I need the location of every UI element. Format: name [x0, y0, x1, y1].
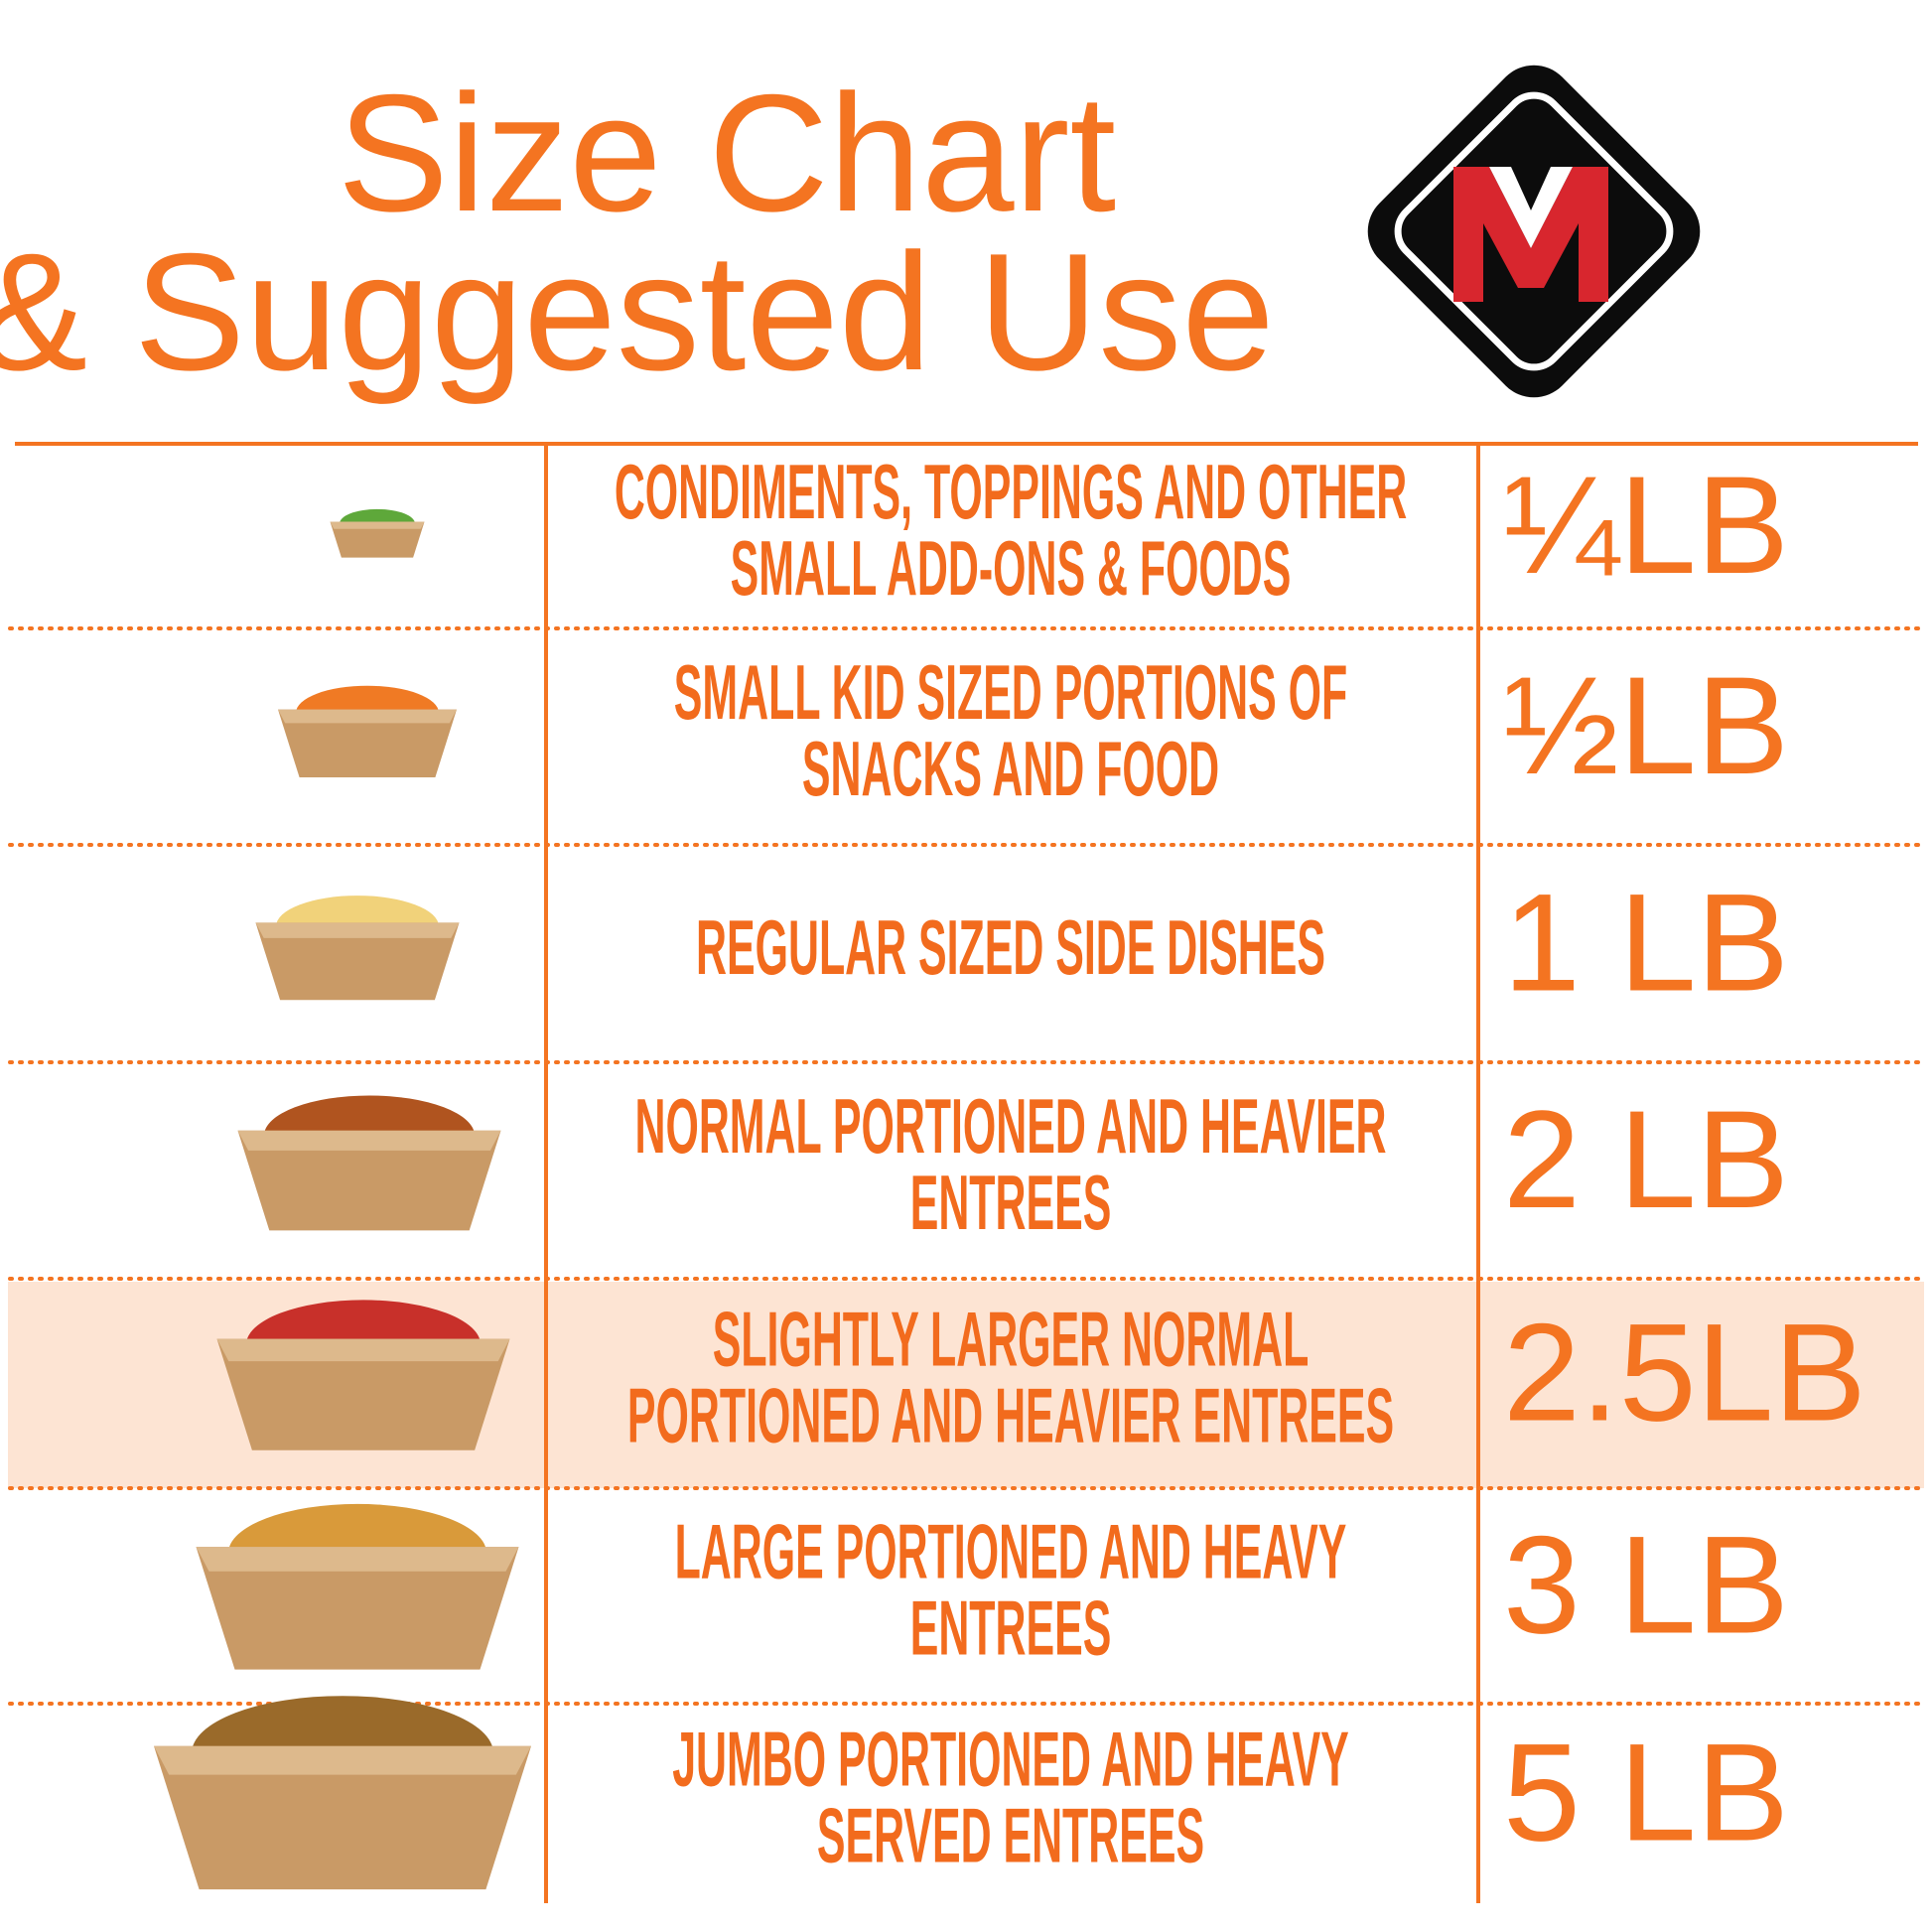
description-line: ENTREES	[910, 1161, 1112, 1247]
size-label: 1 LB	[1503, 864, 1789, 1020]
description-line: ENTREES	[910, 1585, 1112, 1672]
tray-rim	[330, 521, 425, 529]
tray	[237, 1130, 501, 1231]
food-tray-icon	[196, 1503, 519, 1670]
description-line: REGULAR SIZED SIDE DISHES	[696, 905, 1325, 992]
size-label: 3 LB	[1503, 1506, 1789, 1662]
food-tray-icon	[237, 1095, 501, 1231]
tray-rim	[154, 1745, 531, 1775]
description-line: SMALL KID SIZED PORTIONS OF	[674, 650, 1347, 737]
tray	[330, 521, 425, 558]
tray-rim	[216, 1338, 510, 1362]
description-line: SMALL ADD-ONS & FOODS	[731, 526, 1292, 613]
tray-rim	[278, 709, 457, 724]
tray	[196, 1547, 519, 1670]
size-label: ¼LB	[1503, 447, 1789, 603]
food-tray-icon	[330, 508, 425, 558]
description-line: CONDIMENTS, TOPPINGS AND OTHER	[615, 450, 1407, 536]
food-tray-icon	[255, 896, 460, 1001]
title-line-1: Size Chart	[338, 60, 1116, 246]
food-tray-icon	[216, 1300, 510, 1450]
size-label: 5 LB	[1503, 1714, 1789, 1869]
tray	[216, 1338, 510, 1450]
description-line: SNACKS AND FOOD	[802, 727, 1219, 813]
description-line: SERVED ENTREES	[817, 1793, 1204, 1879]
description-line: NORMAL PORTIONED AND HEAVIER	[634, 1084, 1386, 1171]
tray-rim	[196, 1547, 519, 1572]
size-label: 2.5LB	[1503, 1294, 1866, 1449]
description-line: LARGE PORTIONED AND HEAVY	[675, 1509, 1347, 1595]
tray	[278, 709, 457, 778]
tray-rim	[255, 922, 460, 938]
food-tray-icon	[154, 1696, 531, 1890]
description-line: PORTIONED AND HEAVIER ENTREES	[627, 1373, 1394, 1459]
description-line: JUMBO PORTIONED AND HEAVY	[672, 1717, 1349, 1803]
title-line-2: & Suggested Use	[0, 218, 1275, 405]
description-line: SLIGHTLY LARGER NORMAL	[713, 1297, 1310, 1383]
tray	[255, 922, 460, 1001]
logo	[1367, 65, 1701, 398]
tray-rim	[237, 1130, 501, 1151]
size-label: 2 LB	[1503, 1081, 1789, 1237]
size-label: ½LB	[1503, 647, 1789, 803]
food-tray-icon	[278, 685, 457, 778]
tray	[154, 1745, 531, 1890]
